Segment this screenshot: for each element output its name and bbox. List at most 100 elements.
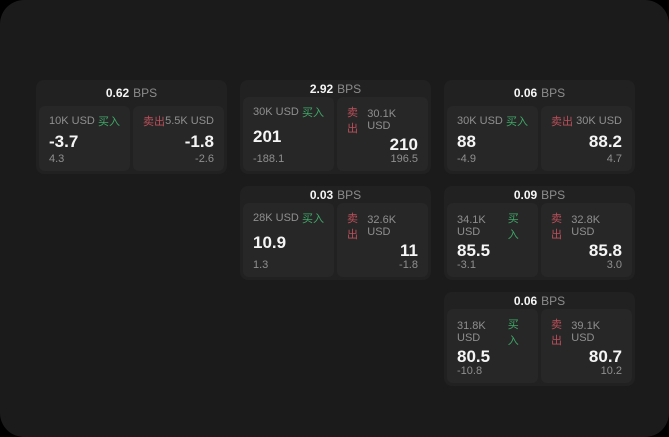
bps-unit-label: BPS (541, 293, 566, 308)
quote-card: 0.62 BPS 10K USD 买入 -3.7 4.3 卖出 5.5K USD (36, 80, 227, 174)
buy-side-label: 买入 (506, 116, 528, 128)
buy-notional: 10K USD (49, 115, 95, 127)
buy-quote-cell[interactable]: 10K USD 买入 -3.7 4.3 (39, 106, 130, 171)
quote-cells: 31.8K USD 买入 80.5 -10.8 卖出 39.1K USD 80.… (444, 309, 635, 386)
buy-price: 80.5 (457, 347, 491, 366)
bps-unit-label: BPS (541, 86, 566, 100)
quote-cells: 30K USD 买入 201 -188.1 卖出 30.1K USD 210 1… (240, 97, 431, 174)
buy-sub-value: -188.1 (253, 153, 285, 165)
spread-value: 0.09 (513, 187, 538, 202)
spread-value: 0.06 (513, 86, 538, 100)
buy-price: -3.7 (49, 131, 79, 151)
quote-card: 0.06 BPS 31.8K USD 买入 80.5 -10.8 卖出 39.1… (444, 292, 635, 386)
buy-cell-top: 28K USD 买入 (253, 210, 324, 226)
quote-cells: 10K USD 买入 -3.7 4.3 卖出 5.5K USD -1.8 -2.… (36, 106, 227, 174)
buy-sub-value: -10.8 (457, 365, 483, 377)
quote-card: 0.03 BPS 28K USD 买入 10.9 1.3 卖出 32.6K US… (240, 186, 431, 280)
spread-value: 0.62 (105, 86, 130, 100)
sell-price: 11 (400, 241, 418, 260)
buy-quote-cell[interactable]: 30K USD 买入 201 -188.1 (243, 97, 334, 171)
buy-notional: 31.8K USD (457, 320, 486, 344)
sell-notional: 32.6K USD (367, 214, 397, 238)
quote-card: 0.06 BPS 30K USD 买入 88 -4.9 卖出 30K USD (444, 80, 635, 174)
buy-notional: 28K USD (253, 212, 299, 224)
buy-sub-value: -3.1 (457, 259, 476, 271)
spread-header: 2.92 BPS (240, 80, 431, 97)
buy-side-label: 买入 (302, 107, 324, 119)
buy-side-label: 买入 (98, 116, 120, 128)
buy-side-label: 买入 (507, 319, 519, 347)
sell-sub-value: 3.0 (606, 259, 622, 271)
buy-price: 88 (457, 131, 476, 151)
sell-side-label: 卖出 (347, 213, 358, 241)
buy-price: 85.5 (457, 241, 491, 260)
sell-side-label: 卖出 (347, 107, 358, 135)
quote-card: 0.09 BPS 34.1K USD 买入 85.5 -3.1 卖出 32.8K… (444, 186, 635, 280)
sell-notional: 30K USD (576, 115, 622, 127)
sell-price: 88.2 (588, 131, 622, 151)
quote-cells: 34.1K USD 买入 85.5 -3.1 卖出 32.8K USD 85.8… (444, 203, 635, 280)
sell-price: 210 (389, 135, 418, 154)
buy-sub-value: -4.9 (457, 153, 476, 165)
sell-side-label: 卖出 (551, 116, 573, 128)
sell-price: 80.7 (588, 347, 622, 366)
buy-notional: 30K USD (457, 115, 503, 127)
sell-cell-top: 卖出 30K USD (551, 113, 622, 129)
sell-quote-cell[interactable]: 卖出 32.6K USD 11 -1.8 (337, 203, 428, 277)
buy-price: 10.9 (253, 233, 287, 252)
spread-header: 0.06 BPS (444, 80, 635, 106)
buy-notional: 30K USD (253, 106, 299, 118)
spread-header: 0.62 BPS (36, 80, 227, 106)
sell-sub-value: -2.6 (195, 153, 214, 165)
spread-value: 2.92 (309, 81, 334, 96)
bps-unit-label: BPS (133, 86, 158, 100)
quote-card: 2.92 BPS 30K USD 买入 201 -188.1 卖出 30.1K … (240, 80, 431, 174)
quote-cells: 28K USD 买入 10.9 1.3 卖出 32.6K USD 11 -1.8 (240, 203, 431, 280)
spread-value: 0.06 (513, 293, 538, 308)
buy-quote-cell[interactable]: 31.8K USD 买入 80.5 -10.8 (447, 309, 538, 383)
sell-quote-cell[interactable]: 卖出 5.5K USD -1.8 -2.6 (133, 106, 224, 171)
sell-quote-cell[interactable]: 卖出 30K USD 88.2 4.7 (541, 106, 632, 171)
quote-grid: 0.62 BPS 10K USD 买入 -3.7 4.3 卖出 5.5K USD (36, 80, 635, 386)
buy-quote-cell[interactable]: 28K USD 买入 10.9 1.3 (243, 203, 334, 277)
sell-sub-value: 4.7 (606, 153, 622, 165)
buy-notional: 34.1K USD (457, 214, 486, 238)
buy-cell-top: 30K USD 买入 (253, 104, 324, 120)
sell-side-label: 卖出 (143, 116, 165, 128)
sell-notional: 5.5K USD (165, 115, 214, 127)
sell-quote-cell[interactable]: 卖出 30.1K USD 210 196.5 (337, 97, 428, 171)
buy-price: 201 (253, 127, 282, 146)
sell-sub-value: 10.2 (600, 365, 622, 377)
sell-cell-top: 卖出 5.5K USD (143, 113, 214, 129)
buy-quote-cell[interactable]: 34.1K USD 买入 85.5 -3.1 (447, 203, 538, 277)
sell-quote-cell[interactable]: 卖出 32.8K USD 85.8 3.0 (541, 203, 632, 277)
sell-notional: 30.1K USD (367, 108, 397, 132)
spread-header: 0.03 BPS (240, 186, 431, 203)
sell-sub-value: -1.8 (399, 259, 418, 271)
bps-unit-label: BPS (541, 187, 566, 202)
sell-cell-top: 卖出 32.8K USD (551, 210, 622, 242)
sell-sub-value: 196.5 (390, 153, 418, 165)
buy-sub-value: 1.3 (253, 259, 269, 271)
sell-price: -1.8 (184, 131, 214, 151)
buy-cell-top: 10K USD 买入 (49, 113, 120, 129)
sell-quote-cell[interactable]: 卖出 39.1K USD 80.7 10.2 (541, 309, 632, 383)
sell-side-label: 卖出 (551, 319, 562, 347)
sell-cell-top: 卖出 32.6K USD (347, 210, 418, 242)
bps-unit-label: BPS (337, 81, 362, 96)
buy-quote-cell[interactable]: 30K USD 买入 88 -4.9 (447, 106, 538, 171)
spread-header: 0.06 BPS (444, 292, 635, 309)
buy-sub-value: 4.3 (49, 153, 65, 165)
spread-header: 0.09 BPS (444, 186, 635, 203)
quote-cells: 30K USD 买入 88 -4.9 卖出 30K USD 88.2 4.7 (444, 106, 635, 174)
bps-unit-label: BPS (337, 187, 362, 202)
sell-price: 85.8 (588, 241, 622, 260)
buy-side-label: 买入 (302, 213, 324, 225)
sell-notional: 39.1K USD (571, 320, 601, 344)
buy-cell-top: 34.1K USD 买入 (457, 210, 528, 242)
sell-cell-top: 卖出 39.1K USD (551, 316, 622, 348)
sell-notional: 32.8K USD (571, 214, 601, 238)
buy-side-label: 买入 (507, 213, 519, 241)
sell-side-label: 卖出 (551, 213, 562, 241)
